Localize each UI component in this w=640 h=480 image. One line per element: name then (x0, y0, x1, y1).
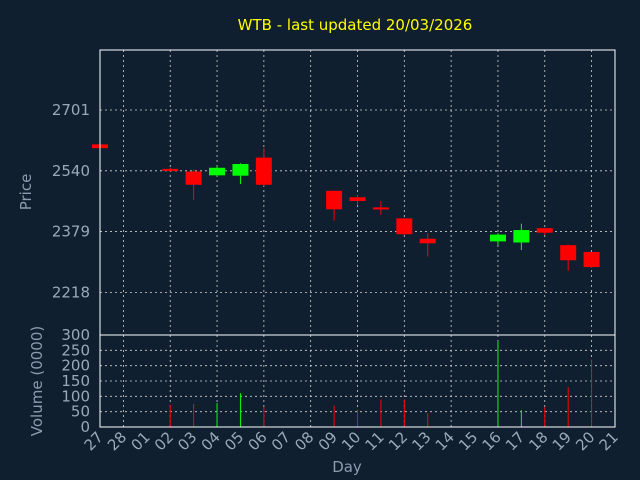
candle-body (583, 251, 600, 268)
x-tick-label: 02 (151, 428, 177, 454)
x-axis-label: Day (332, 458, 362, 476)
volume-tick-label: 250 (61, 341, 90, 359)
candle-body (536, 228, 553, 233)
x-tick-label: 17 (502, 428, 528, 454)
candle-body (162, 168, 179, 171)
volume-panel-frame (99, 334, 616, 428)
candle-body (185, 171, 202, 185)
x-tick-label: 08 (291, 428, 317, 454)
candle-body (513, 230, 530, 243)
price-tick-label: 2218 (52, 283, 90, 301)
x-tick-label: 14 (432, 428, 458, 454)
x-tick-label: 03 (174, 428, 200, 454)
x-tick-label: 13 (408, 428, 434, 454)
price-axis-label: Price (17, 174, 35, 211)
price-tick-label: 2701 (52, 101, 90, 119)
x-tick-label: 12 (385, 428, 411, 454)
volume-axis-label: Volume (0000) (28, 326, 46, 436)
volume-tick-label: 200 (61, 357, 90, 375)
x-tick-label: 09 (315, 428, 341, 454)
candle-body (396, 218, 413, 235)
volume-tick-label: 100 (61, 387, 90, 405)
x-tick-label: 06 (244, 428, 270, 454)
x-tick-label: 05 (221, 428, 247, 454)
candle-body (349, 197, 366, 201)
candle-body (209, 167, 226, 176)
volume-tick-label: 50 (71, 403, 90, 421)
x-tick-label: 10 (338, 428, 364, 454)
x-tick-label: 07 (268, 428, 294, 454)
candle-body (232, 164, 249, 176)
candle-body (419, 238, 436, 244)
price-tick-label: 2540 (52, 162, 90, 180)
x-tick-label: 18 (525, 428, 551, 454)
x-tick-label: 19 (549, 428, 575, 454)
volume-tick-label: 0 (80, 418, 90, 436)
x-tick-label: 28 (104, 428, 130, 454)
x-tick-label: 21 (596, 428, 622, 454)
candle-body (255, 157, 272, 185)
candle-body (489, 234, 506, 242)
volume-tick-label: 300 (61, 326, 90, 344)
x-tick-label: 20 (572, 428, 598, 454)
x-tick-label: 11 (362, 428, 388, 454)
chart-title: WTB - last updated 20/03/2026 (238, 16, 473, 34)
candle-body (326, 190, 343, 210)
price-tick-label: 2379 (52, 223, 90, 241)
candle-body (560, 245, 577, 261)
x-tick-label: 04 (198, 428, 224, 454)
candle-body (372, 207, 389, 210)
x-tick-label: 16 (479, 428, 505, 454)
price-panel-frame (99, 49, 616, 336)
x-tick-label: 01 (127, 428, 153, 454)
volume-tick-label: 150 (61, 372, 90, 390)
x-tick-label: 15 (455, 428, 481, 454)
